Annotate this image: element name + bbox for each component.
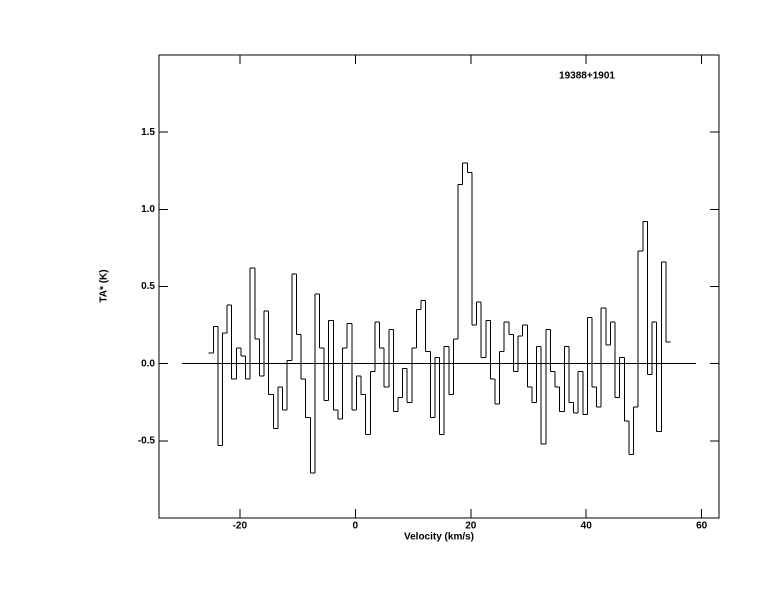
plot-frame: [158, 54, 720, 519]
x-axis-label: Velocity (km/s): [404, 532, 474, 543]
x-tick-label: 40: [581, 521, 593, 532]
x-tick-label: 0: [353, 521, 359, 532]
x-tick-label: 60: [696, 521, 708, 532]
y-tick-label: 0.5: [141, 281, 155, 292]
x-tick-label: -20: [233, 521, 248, 532]
y-tick-label: 1.5: [141, 127, 155, 138]
y-tick-label: 0.0: [141, 358, 155, 369]
chart-title: 19388+1901: [559, 71, 615, 82]
y-tick-label: -0.5: [138, 435, 156, 446]
y-axis-label: TA* (K): [99, 269, 110, 302]
y-tick-label: 1.0: [141, 204, 155, 215]
x-tick-label: 20: [465, 521, 477, 532]
